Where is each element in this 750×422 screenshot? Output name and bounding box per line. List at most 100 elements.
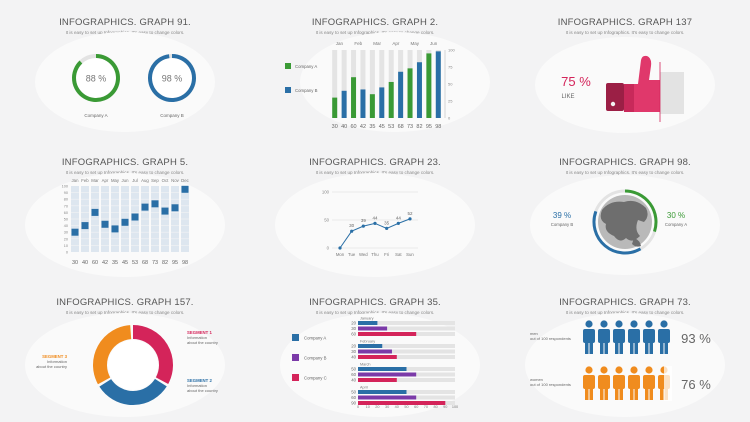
segment-title: SEGMENT 2 [187, 378, 212, 383]
person-part [615, 342, 619, 354]
y-tick-label: 50 [324, 218, 329, 223]
value-marker [131, 213, 139, 221]
panel-subtitle: It is easy to set up Infographics. It's … [315, 30, 435, 35]
person-part [589, 342, 593, 354]
bar-category-label: 53 [388, 124, 394, 130]
person-icon-row [583, 320, 670, 354]
respondent-group-label: men [530, 331, 538, 336]
x-tick-label: 20 [375, 405, 379, 409]
y-tick-label: 30 [64, 231, 68, 235]
donut-hole [108, 340, 158, 390]
point-value-label: 30 [349, 223, 355, 228]
person-part [613, 375, 625, 389]
y-tick-label: 40 [64, 224, 68, 228]
panel-glow [525, 313, 725, 417]
column-category-label: 30 [72, 260, 78, 266]
person-part [583, 329, 595, 343]
x-tick-label: Sat [395, 252, 402, 257]
value-marker [121, 218, 129, 226]
value-marker [101, 220, 109, 228]
column-category-label: 98 [182, 260, 188, 266]
series-point [338, 246, 342, 250]
column-category-label: 35 [112, 260, 118, 266]
panel-graph-5: INFOGRAPHICS. GRAPH 5. It is easy to set… [0, 140, 250, 280]
x-tick-label: 100 [452, 405, 458, 409]
bar [416, 62, 422, 118]
x-tick-label: 60 [414, 405, 418, 409]
bar [407, 68, 413, 118]
month-label: May [111, 178, 120, 183]
y-tick-label: 10 [64, 244, 68, 248]
value-marker [161, 207, 169, 215]
person-part [628, 375, 640, 389]
person-part [645, 388, 649, 400]
row-value-label: 90 [351, 401, 356, 406]
person-part [649, 342, 653, 354]
bar [358, 349, 392, 354]
y-tick-label: 100 [322, 190, 330, 195]
bar [358, 367, 407, 371]
row-value-label: 50 [351, 367, 356, 372]
person-part [615, 366, 623, 374]
point-value-label: 44 [396, 215, 402, 220]
y-tick-label: 90 [64, 191, 68, 195]
legend-label: Company B [295, 88, 318, 93]
legend-label: Company B [304, 356, 327, 361]
bar-category-label: 73 [407, 124, 413, 130]
person-part [630, 366, 638, 374]
bar [369, 94, 375, 118]
person-part [630, 388, 634, 400]
column-category-label: 40 [82, 260, 88, 266]
series-point [373, 221, 377, 225]
bar-track [358, 326, 455, 331]
bar-track [369, 50, 375, 118]
person-part [619, 388, 623, 400]
x-tick-label: Tue [348, 252, 356, 257]
bar [358, 355, 397, 359]
person-part [600, 366, 608, 374]
person-part [628, 329, 640, 343]
ring-company-label: Company A [84, 113, 107, 118]
person-part [643, 375, 655, 389]
bar-category-label: 42 [360, 124, 366, 130]
pictogram-percent-label: 93 % [681, 331, 711, 346]
y-tick-label: 70 [64, 204, 68, 208]
y-tick-label: 0 [66, 251, 68, 255]
thumb-grey-overlay [660, 72, 684, 114]
panel-glow [300, 32, 490, 132]
company-b-percent: 39 % [553, 211, 571, 220]
segment-desc: about the country [187, 388, 218, 393]
person-part [615, 388, 619, 400]
series-point [385, 226, 389, 230]
group-label: February [360, 340, 375, 344]
row-value-label: 30 [351, 326, 356, 331]
panel-graph-2: INFOGRAPHICS. GRAPH 2. It is easy to set… [250, 0, 500, 140]
month-label: Dec [181, 178, 189, 183]
respondent-count-label: out of 100 respondents [530, 336, 571, 341]
person-part [664, 342, 668, 354]
column-category-label: 53 [132, 260, 138, 266]
row-value-label: 50 [351, 390, 356, 395]
bar-track [358, 349, 455, 354]
column-category-label: 60 [92, 260, 98, 266]
panel-title: INFOGRAPHICS. GRAPH 91. [59, 17, 191, 28]
segment-desc: Information [187, 335, 207, 340]
person-part [600, 388, 604, 400]
bar [379, 87, 385, 118]
person-part [643, 329, 655, 343]
segment-desc: Information [47, 359, 67, 364]
legend-label: Company A [304, 336, 326, 341]
person-part [645, 320, 653, 328]
month-label: Sep [151, 178, 159, 183]
x-tick-label: Fri [384, 252, 389, 257]
x-tick-label: Mon [336, 252, 345, 257]
month-label: Jun [430, 41, 438, 46]
bar-category-label: 82 [416, 124, 422, 130]
like-caption: LIKE [561, 94, 574, 100]
bar [332, 97, 338, 118]
x-tick-label: 50 [404, 405, 408, 409]
bar [358, 326, 388, 331]
legend-label: Company C [304, 376, 327, 381]
chart-graph-98: 39 % Company B 30 % Company A [530, 175, 720, 275]
bar [358, 372, 417, 377]
